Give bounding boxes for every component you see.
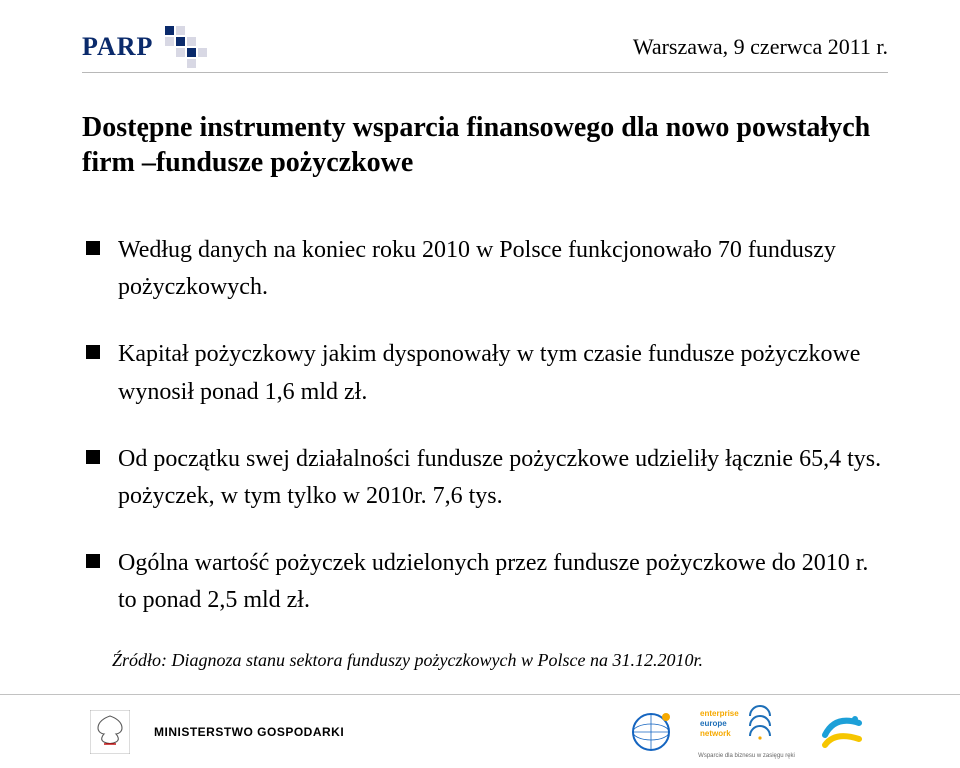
parp-logo: PARP	[82, 24, 209, 70]
logo-mark-icon	[163, 24, 209, 70]
logo-text: PARP	[82, 32, 153, 62]
cip-logo-icon	[819, 709, 865, 755]
svg-text:enterprise: enterprise	[700, 709, 739, 718]
header-rule	[82, 72, 888, 73]
list-item: Od początku swej działalności fundusze p…	[86, 441, 888, 515]
header: PARP Warszawa, 9 cze	[72, 28, 888, 84]
bullet-text: Według danych na koniec roku 2010 w Pols…	[118, 232, 888, 306]
list-item: Według danych na koniec roku 2010 w Pols…	[86, 232, 888, 306]
slide: PARP Warszawa, 9 cze	[0, 0, 960, 768]
eip-logo-icon	[628, 709, 674, 755]
ministry-label: MINISTERSTWO GOSPODARKI	[154, 725, 344, 739]
eagle-emblem-icon	[90, 710, 130, 754]
bullet-marker-icon	[86, 345, 100, 359]
footer: MINISTERSTWO GOSPODARKI enterprise europ…	[0, 694, 960, 768]
svg-text:europe: europe	[700, 719, 727, 728]
bullet-marker-icon	[86, 554, 100, 568]
header-date: Warszawa, 9 czerwca 2011 r.	[633, 34, 888, 60]
een-caption: Wsparcie dla biznesu w zasięgu ręki	[698, 753, 795, 759]
page-title: Dostępne instrumenty wsparcia finansoweg…	[82, 110, 888, 180]
bullet-text: Ogólna wartość pożyczek udzielonych prze…	[118, 545, 888, 619]
source-text: Źródło: Diagnoza stanu sektora funduszy …	[112, 650, 888, 671]
bullet-marker-icon	[86, 241, 100, 255]
bullet-marker-icon	[86, 450, 100, 464]
list-item: Ogólna wartość pożyczek udzielonych prze…	[86, 545, 888, 619]
bullet-text: Od początku swej działalności fundusze p…	[118, 441, 888, 515]
svg-text:network: network	[700, 729, 731, 738]
bullet-text: Kapitał pożyczkowy jakim dysponowały w t…	[118, 336, 888, 410]
list-item: Kapitał pożyczkowy jakim dysponowały w t…	[86, 336, 888, 410]
bullet-list: Według danych na koniec roku 2010 w Pols…	[86, 232, 888, 620]
een-logo-icon: enterprise europe network Wsparcie dla b…	[698, 704, 795, 759]
